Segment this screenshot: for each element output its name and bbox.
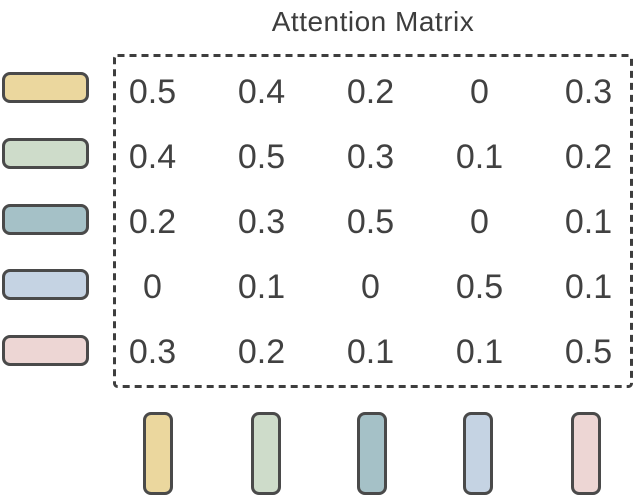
matrix-cell-r2-c2: 0.5 <box>237 138 286 176</box>
col-token-teal <box>357 412 387 495</box>
row-token-pink <box>2 335 89 366</box>
matrix-cell-r3-c3: 0.5 <box>346 203 395 241</box>
matrix-cell-r4-c4: 0.5 <box>455 268 504 306</box>
matrix-cell-r1-c4: 0 <box>470 73 489 111</box>
matrix-cell-r1-c3: 0.2 <box>346 73 395 111</box>
matrix-cell-r3-c5: 0.1 <box>564 203 613 241</box>
matrix-cell-r2-c5: 0.2 <box>564 138 613 176</box>
attention-matrix-grid: 0.5 0.4 0.2 0 0.3 0.4 0.5 0.3 0.1 0.2 0.2 0.3 0.5 0 0.… <box>98 60 638 385</box>
matrix-cell-r5-c1: 0.3 <box>128 333 177 371</box>
matrix-cell-r3-c1: 0.2 <box>128 203 177 241</box>
matrix-cell-r4-c1: 0 <box>143 268 162 306</box>
row-token-blue <box>2 269 89 300</box>
matrix-cell-r5-c2: 0.2 <box>237 333 286 371</box>
matrix-cell-r1-c1: 0.5 <box>128 73 177 111</box>
matrix-cell-r2-c3: 0.3 <box>346 138 395 176</box>
matrix-cell-r5-c3: 0.1 <box>346 333 395 371</box>
matrix-cell-r2-c1: 0.4 <box>128 138 177 176</box>
matrix-cell-r5-c5: 0.5 <box>564 333 613 371</box>
matrix-cell-r1-c2: 0.4 <box>237 73 286 111</box>
col-token-green <box>251 412 281 495</box>
diagram-title: Attention Matrix <box>271 6 475 37</box>
row-token-green <box>2 138 89 169</box>
col-token-yellow <box>143 412 173 495</box>
col-token-pink <box>571 412 601 495</box>
row-token-teal <box>2 204 89 235</box>
matrix-cell-r4-c5: 0.1 <box>564 268 613 306</box>
matrix-cell-r4-c2: 0.1 <box>237 268 286 306</box>
col-token-blue <box>463 412 493 495</box>
matrix-cell-r2-c4: 0.1 <box>455 138 504 176</box>
matrix-cell-r3-c4: 0 <box>470 203 489 241</box>
matrix-cell-r1-c5: 0.3 <box>564 73 613 111</box>
matrix-cell-r5-c4: 0.1 <box>455 333 504 371</box>
matrix-cell-r4-c3: 0 <box>361 268 380 306</box>
matrix-cell-r3-c2: 0.3 <box>237 203 286 241</box>
row-token-yellow <box>2 72 89 103</box>
